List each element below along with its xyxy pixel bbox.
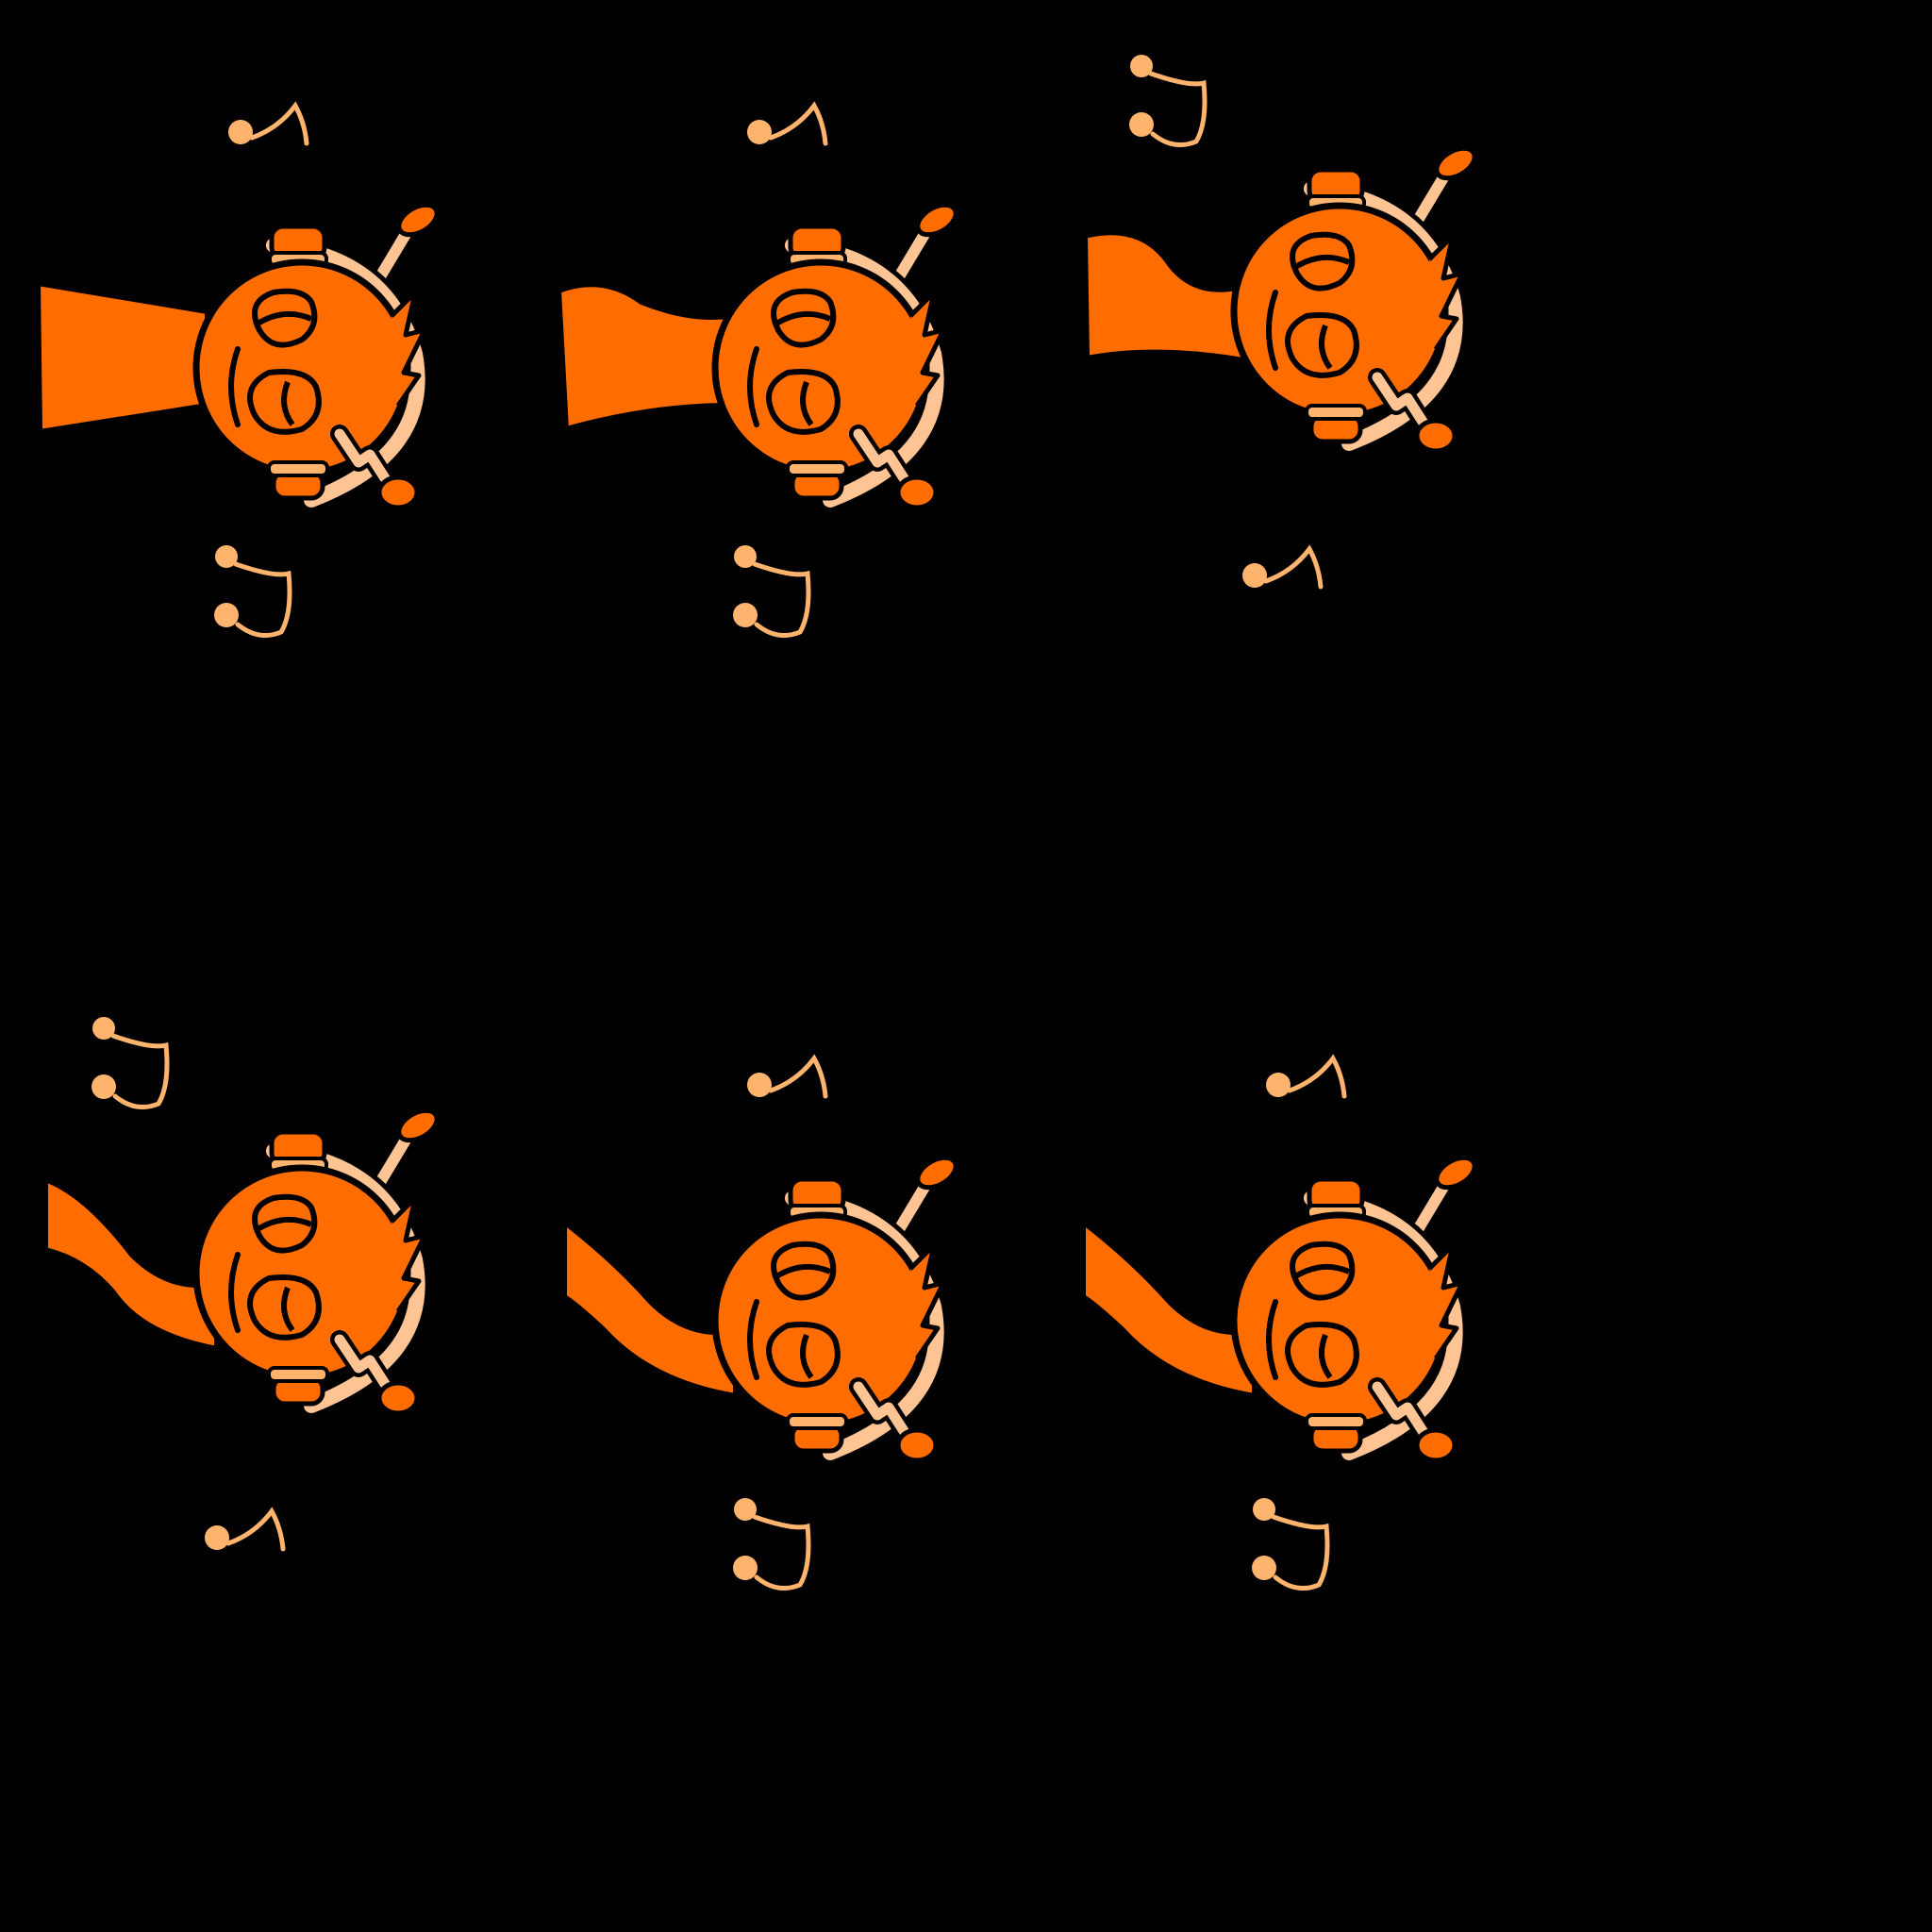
- cape: [556, 281, 734, 432]
- music-note-icon: [733, 1498, 811, 1591]
- face-closed-eyes: [747, 288, 841, 435]
- character-sprite: [1082, 55, 1477, 590]
- character-head: [711, 1176, 946, 1454]
- face-closed-eyes: [228, 288, 322, 435]
- mic-handle: [330, 1330, 420, 1416]
- mic-handle: [1368, 368, 1457, 454]
- character-head: [192, 1129, 427, 1407]
- mic-handle: [330, 425, 420, 510]
- cape: [561, 1219, 739, 1399]
- mic-handle: [1368, 1377, 1457, 1463]
- music-note-icon: [1252, 1498, 1330, 1591]
- music-note-icon: [1266, 1054, 1347, 1099]
- music-note-icon: [747, 101, 828, 146]
- cape: [1082, 229, 1262, 366]
- mic-handle: [849, 425, 939, 510]
- face-closed-eyes: [228, 1193, 322, 1341]
- music-note-icon: [1242, 544, 1324, 590]
- cape: [1080, 1219, 1257, 1399]
- mic-handle: [849, 1377, 939, 1463]
- sprite-frame-5: [547, 1054, 1038, 1641]
- character-sprite: [35, 101, 440, 639]
- face-closed-eyes: [747, 1241, 841, 1388]
- sprite-frame-2: [547, 101, 1038, 689]
- face-closed-eyes: [1266, 231, 1359, 378]
- character-head: [1230, 167, 1465, 444]
- character-sprite: [1080, 1054, 1477, 1591]
- sprite-frame-1: [28, 101, 519, 689]
- character-sprite: [556, 101, 958, 639]
- character-head: [711, 224, 946, 501]
- music-note-icon: [1129, 55, 1208, 148]
- face-closed-eyes: [1266, 1241, 1359, 1388]
- character-head: [1230, 1176, 1465, 1454]
- music-note-icon: [747, 1054, 828, 1099]
- music-note-icon: [92, 1017, 170, 1110]
- sprite-frame-6: [1066, 1054, 1557, 1641]
- music-note-icon: [733, 545, 811, 639]
- cape: [35, 280, 210, 435]
- character-sprite: [42, 1017, 440, 1552]
- music-note-icon: [205, 1507, 286, 1552]
- music-note-icon: [228, 101, 309, 146]
- music-note-icon: [214, 545, 292, 639]
- character-head: [192, 224, 427, 501]
- cape: [42, 1176, 220, 1352]
- sprite-frame-3: [1066, 47, 1557, 632]
- sprite-frame-4: [28, 1009, 519, 1594]
- character-sprite: [561, 1054, 958, 1591]
